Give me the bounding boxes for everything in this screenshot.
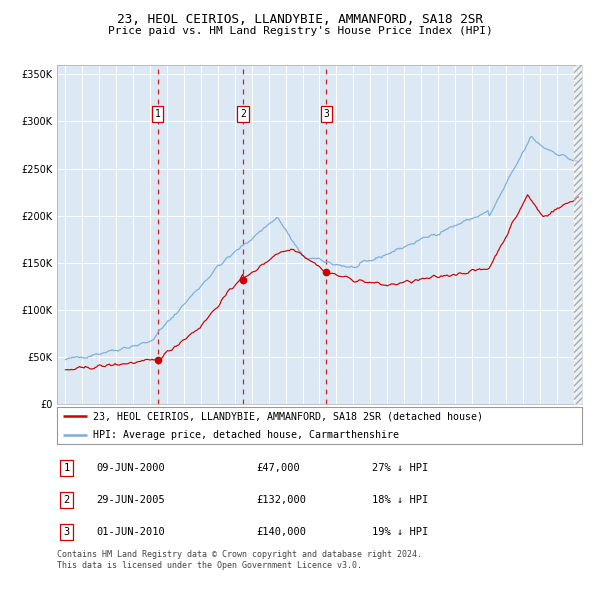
Text: 3: 3 [323, 109, 329, 119]
Text: 01-JUN-2010: 01-JUN-2010 [97, 527, 165, 537]
Text: 3: 3 [64, 527, 70, 537]
Text: 29-JUN-2005: 29-JUN-2005 [97, 495, 165, 505]
Text: HPI: Average price, detached house, Carmarthenshire: HPI: Average price, detached house, Carm… [93, 430, 398, 440]
Text: 19% ↓ HPI: 19% ↓ HPI [372, 527, 428, 537]
Text: 27% ↓ HPI: 27% ↓ HPI [372, 463, 428, 473]
Text: This data is licensed under the Open Government Licence v3.0.: This data is licensed under the Open Gov… [57, 560, 362, 569]
Text: Price paid vs. HM Land Registry's House Price Index (HPI): Price paid vs. HM Land Registry's House … [107, 26, 493, 36]
Text: £47,000: £47,000 [257, 463, 300, 473]
Text: £132,000: £132,000 [257, 495, 307, 505]
Text: Contains HM Land Registry data © Crown copyright and database right 2024.: Contains HM Land Registry data © Crown c… [57, 550, 422, 559]
Text: 2: 2 [240, 109, 246, 119]
Text: 1: 1 [64, 463, 70, 473]
Text: 23, HEOL CEIRIOS, LLANDYBIE, AMMANFORD, SA18 2SR: 23, HEOL CEIRIOS, LLANDYBIE, AMMANFORD, … [117, 13, 483, 26]
Text: 09-JUN-2000: 09-JUN-2000 [97, 463, 165, 473]
Text: 2: 2 [64, 495, 70, 505]
Bar [574, 65, 582, 404]
Text: 18% ↓ HPI: 18% ↓ HPI [372, 495, 428, 505]
Text: 1: 1 [155, 109, 161, 119]
Text: 23, HEOL CEIRIOS, LLANDYBIE, AMMANFORD, SA18 2SR (detached house): 23, HEOL CEIRIOS, LLANDYBIE, AMMANFORD, … [93, 411, 482, 421]
Text: £140,000: £140,000 [257, 527, 307, 537]
